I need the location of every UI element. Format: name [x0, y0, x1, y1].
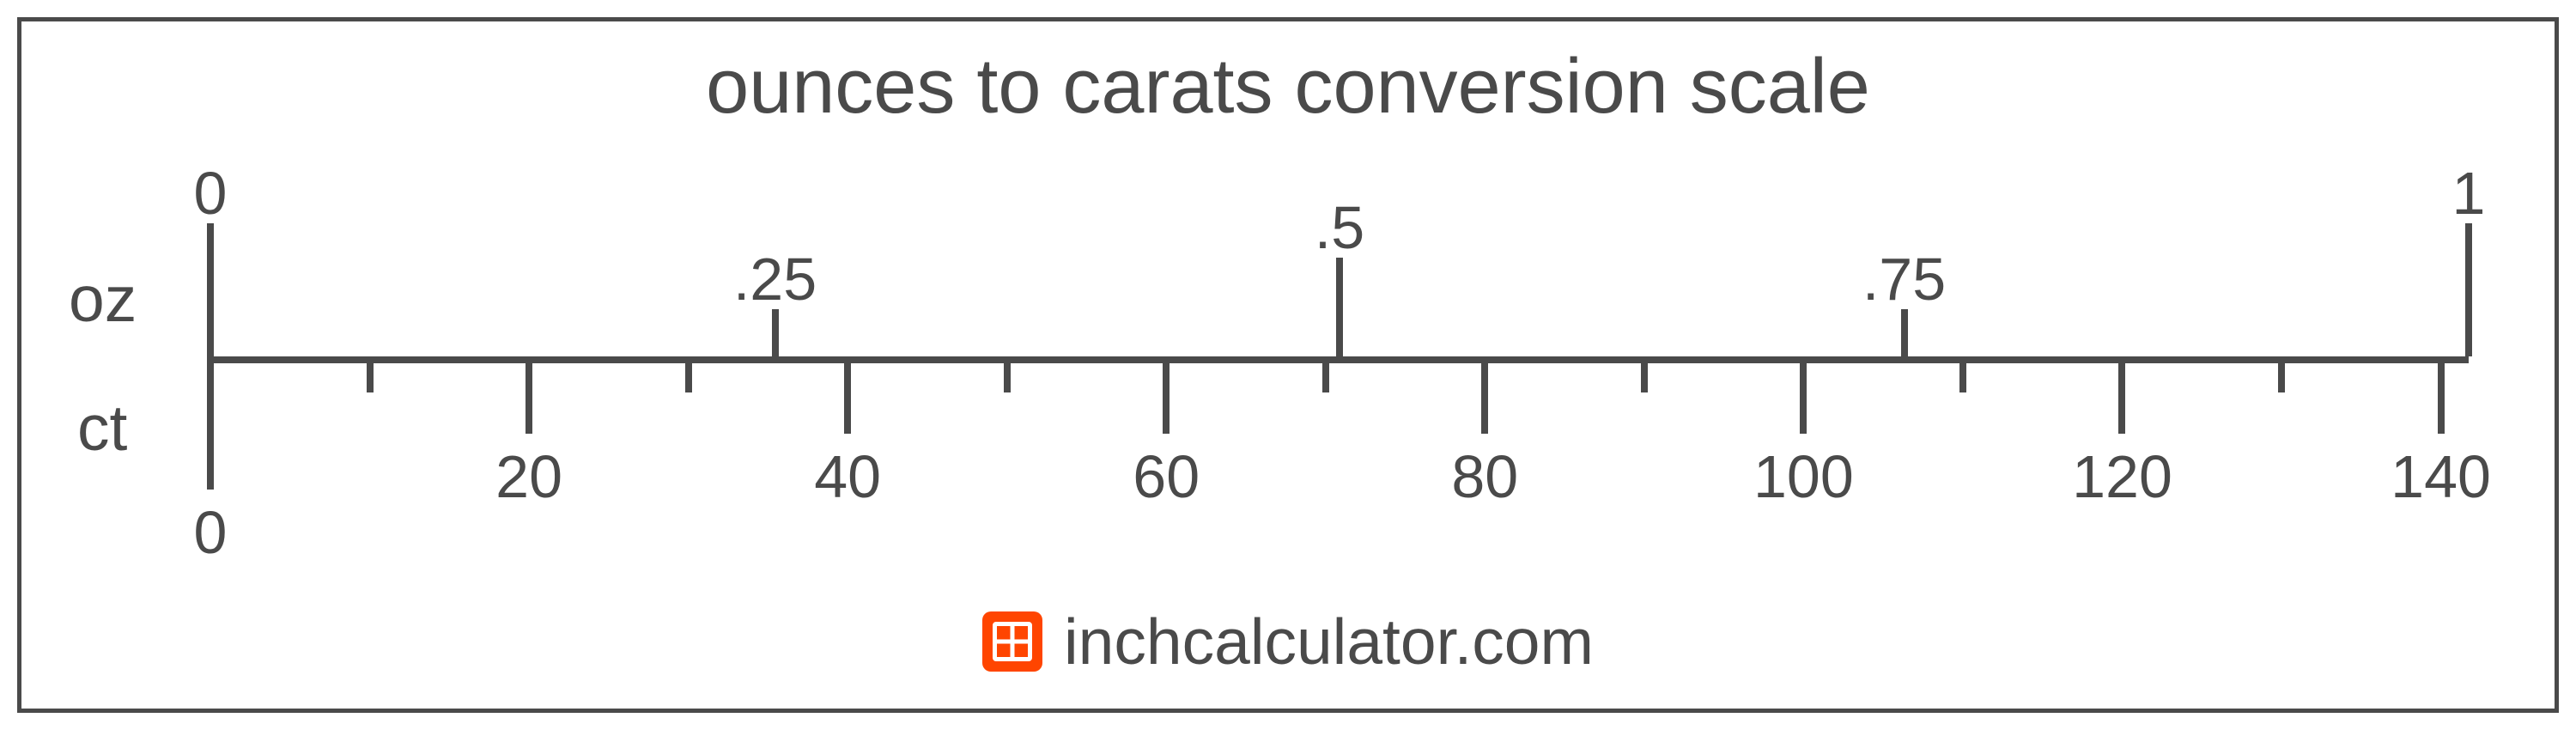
bottom-minor-tick	[1004, 356, 1011, 392]
scale-axis-line	[210, 356, 2469, 363]
bottom-major-tick	[1481, 356, 1488, 434]
bottom-major-tick	[2438, 356, 2445, 434]
bottom-tick-label: 60	[1133, 442, 1200, 511]
bottom-tick-label: 0	[194, 498, 228, 567]
bottom-tick-label: 20	[495, 442, 562, 511]
bottom-minor-tick	[1322, 356, 1329, 392]
bottom-tick-label: 100	[1753, 442, 1854, 511]
bottom-tick-label: 40	[814, 442, 881, 511]
bottom-minor-tick	[685, 356, 692, 392]
bottom-minor-tick	[1641, 356, 1648, 392]
bottom-major-tick	[844, 356, 851, 434]
attribution: inchcalculator.com	[21, 605, 2555, 678]
top-unit-label: oz	[69, 262, 137, 336]
top-tick-label: .75	[1862, 245, 1946, 313]
attribution-inner: inchcalculator.com	[982, 605, 1594, 678]
calculator-icon-grid	[993, 622, 1032, 661]
bottom-unit-label: ct	[77, 391, 127, 465]
bottom-minor-tick	[1959, 356, 1966, 392]
top-major-tick	[207, 223, 214, 356]
figure-title: ounces to carats conversion scale	[21, 43, 2555, 131]
top-major-tick	[772, 309, 779, 356]
top-tick-label: .25	[733, 245, 817, 313]
bottom-tick-label: 80	[1451, 442, 1518, 511]
top-tick-label: .5	[1315, 193, 1364, 262]
bottom-minor-tick	[2278, 356, 2285, 392]
figure-border: ounces to carats conversion scale oz ct …	[17, 17, 2559, 713]
calculator-icon	[982, 611, 1042, 672]
bottom-tick-label: 140	[2391, 442, 2491, 511]
bottom-major-tick	[1163, 356, 1170, 434]
bottom-major-tick	[1800, 356, 1807, 434]
top-major-tick	[1336, 258, 1343, 356]
top-major-tick	[1901, 309, 1908, 356]
top-major-tick	[2465, 223, 2472, 356]
bottom-major-tick	[207, 356, 214, 490]
top-tick-label: 1	[2452, 159, 2486, 228]
bottom-minor-tick	[367, 356, 374, 392]
bottom-tick-label: 120	[2072, 442, 2172, 511]
bottom-major-tick	[2118, 356, 2125, 434]
attribution-text: inchcalculator.com	[1064, 605, 1594, 678]
bottom-major-tick	[526, 356, 532, 434]
top-tick-label: 0	[194, 159, 228, 228]
